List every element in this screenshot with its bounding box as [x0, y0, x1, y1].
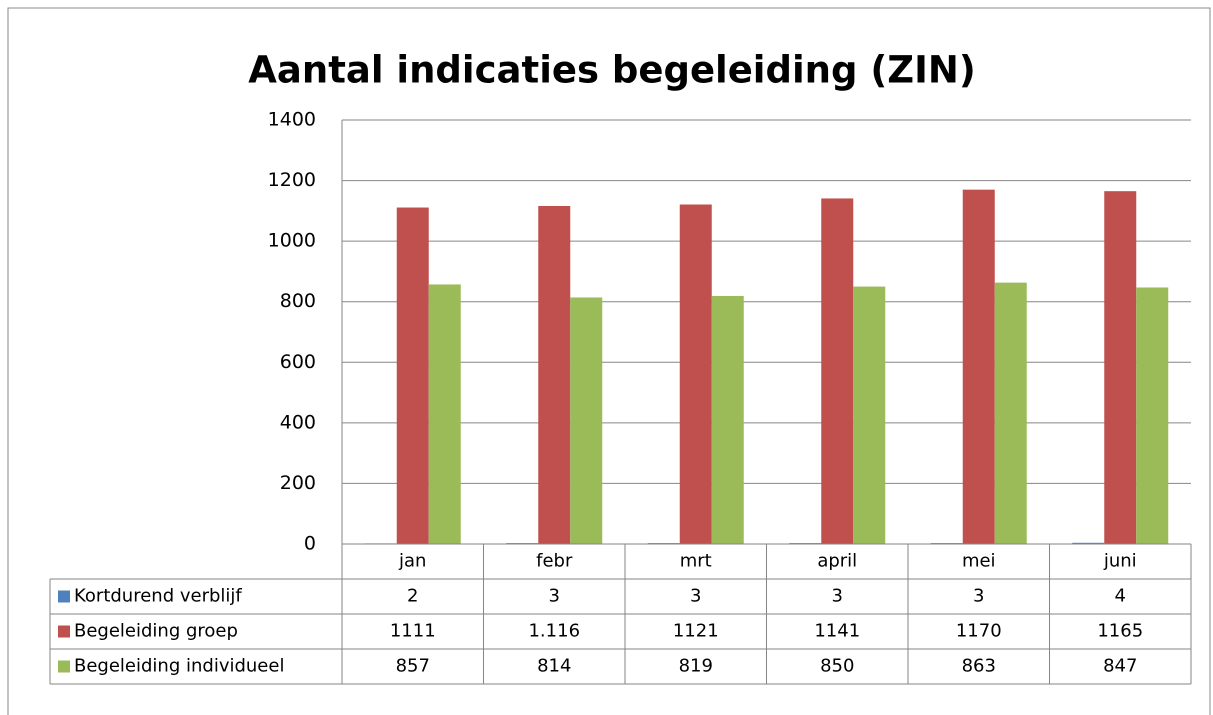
x-tick-label: april — [817, 551, 857, 572]
table-cell: 3 — [690, 586, 701, 607]
legend-swatch — [58, 660, 70, 673]
bar — [1104, 191, 1137, 544]
y-tick-label: 1200 — [268, 169, 316, 191]
x-tick-label: febr — [536, 551, 573, 572]
bar — [1136, 287, 1169, 544]
x-tick-label: mrt — [680, 551, 712, 572]
legend-label: Begeleiding groep — [74, 621, 238, 642]
bar — [570, 297, 603, 544]
table-cell: 4 — [1115, 586, 1126, 607]
table-cell: 1141 — [814, 621, 860, 642]
table-cell: 1111 — [390, 621, 436, 642]
table-cell: 3 — [973, 586, 984, 607]
table-cell: 3 — [549, 586, 560, 607]
bar — [994, 282, 1027, 544]
table-cell: 850 — [820, 656, 854, 677]
bar — [962, 189, 995, 544]
table-cell: 1170 — [956, 621, 1002, 642]
table-cell: 847 — [1103, 656, 1137, 677]
x-tick-label: jan — [398, 551, 426, 572]
y-tick-label: 200 — [280, 472, 316, 494]
legend-label: Begeleiding individueel — [74, 656, 284, 677]
x-tick-label: juni — [1103, 551, 1137, 572]
y-tick-label: 1000 — [268, 230, 316, 252]
x-tick-label: mei — [962, 551, 996, 572]
bar — [711, 295, 744, 544]
legend-swatch — [58, 625, 70, 638]
chart-title: Aantal indicaties begeleiding (ZIN) — [248, 49, 976, 92]
y-tick-label: 1400 — [268, 109, 316, 131]
chart-border — [7, 7, 1211, 715]
y-tick-label: 800 — [280, 290, 316, 312]
y-tick-label: 400 — [280, 411, 316, 433]
y-tick-label: 0 — [304, 533, 316, 555]
table-cell: 857 — [396, 656, 430, 677]
legend-swatch — [58, 590, 70, 603]
table-cell: 1121 — [673, 621, 719, 642]
bar — [538, 206, 571, 545]
table-cell: 1.116 — [528, 621, 580, 642]
table-cell: 3 — [832, 586, 843, 607]
table-cell: 819 — [679, 656, 713, 677]
bar — [821, 198, 854, 544]
table-cell: 863 — [962, 656, 996, 677]
bar — [428, 284, 461, 544]
bar — [853, 286, 886, 544]
bar — [1072, 542, 1105, 544]
y-tick-label: 600 — [280, 351, 316, 373]
table-cell: 814 — [537, 656, 571, 677]
bar — [679, 204, 712, 545]
table-cell: 2 — [407, 586, 418, 607]
table-cell: 1165 — [1097, 621, 1143, 642]
legend-label: Kortdurend verblijf — [74, 586, 242, 607]
bar — [396, 207, 429, 545]
